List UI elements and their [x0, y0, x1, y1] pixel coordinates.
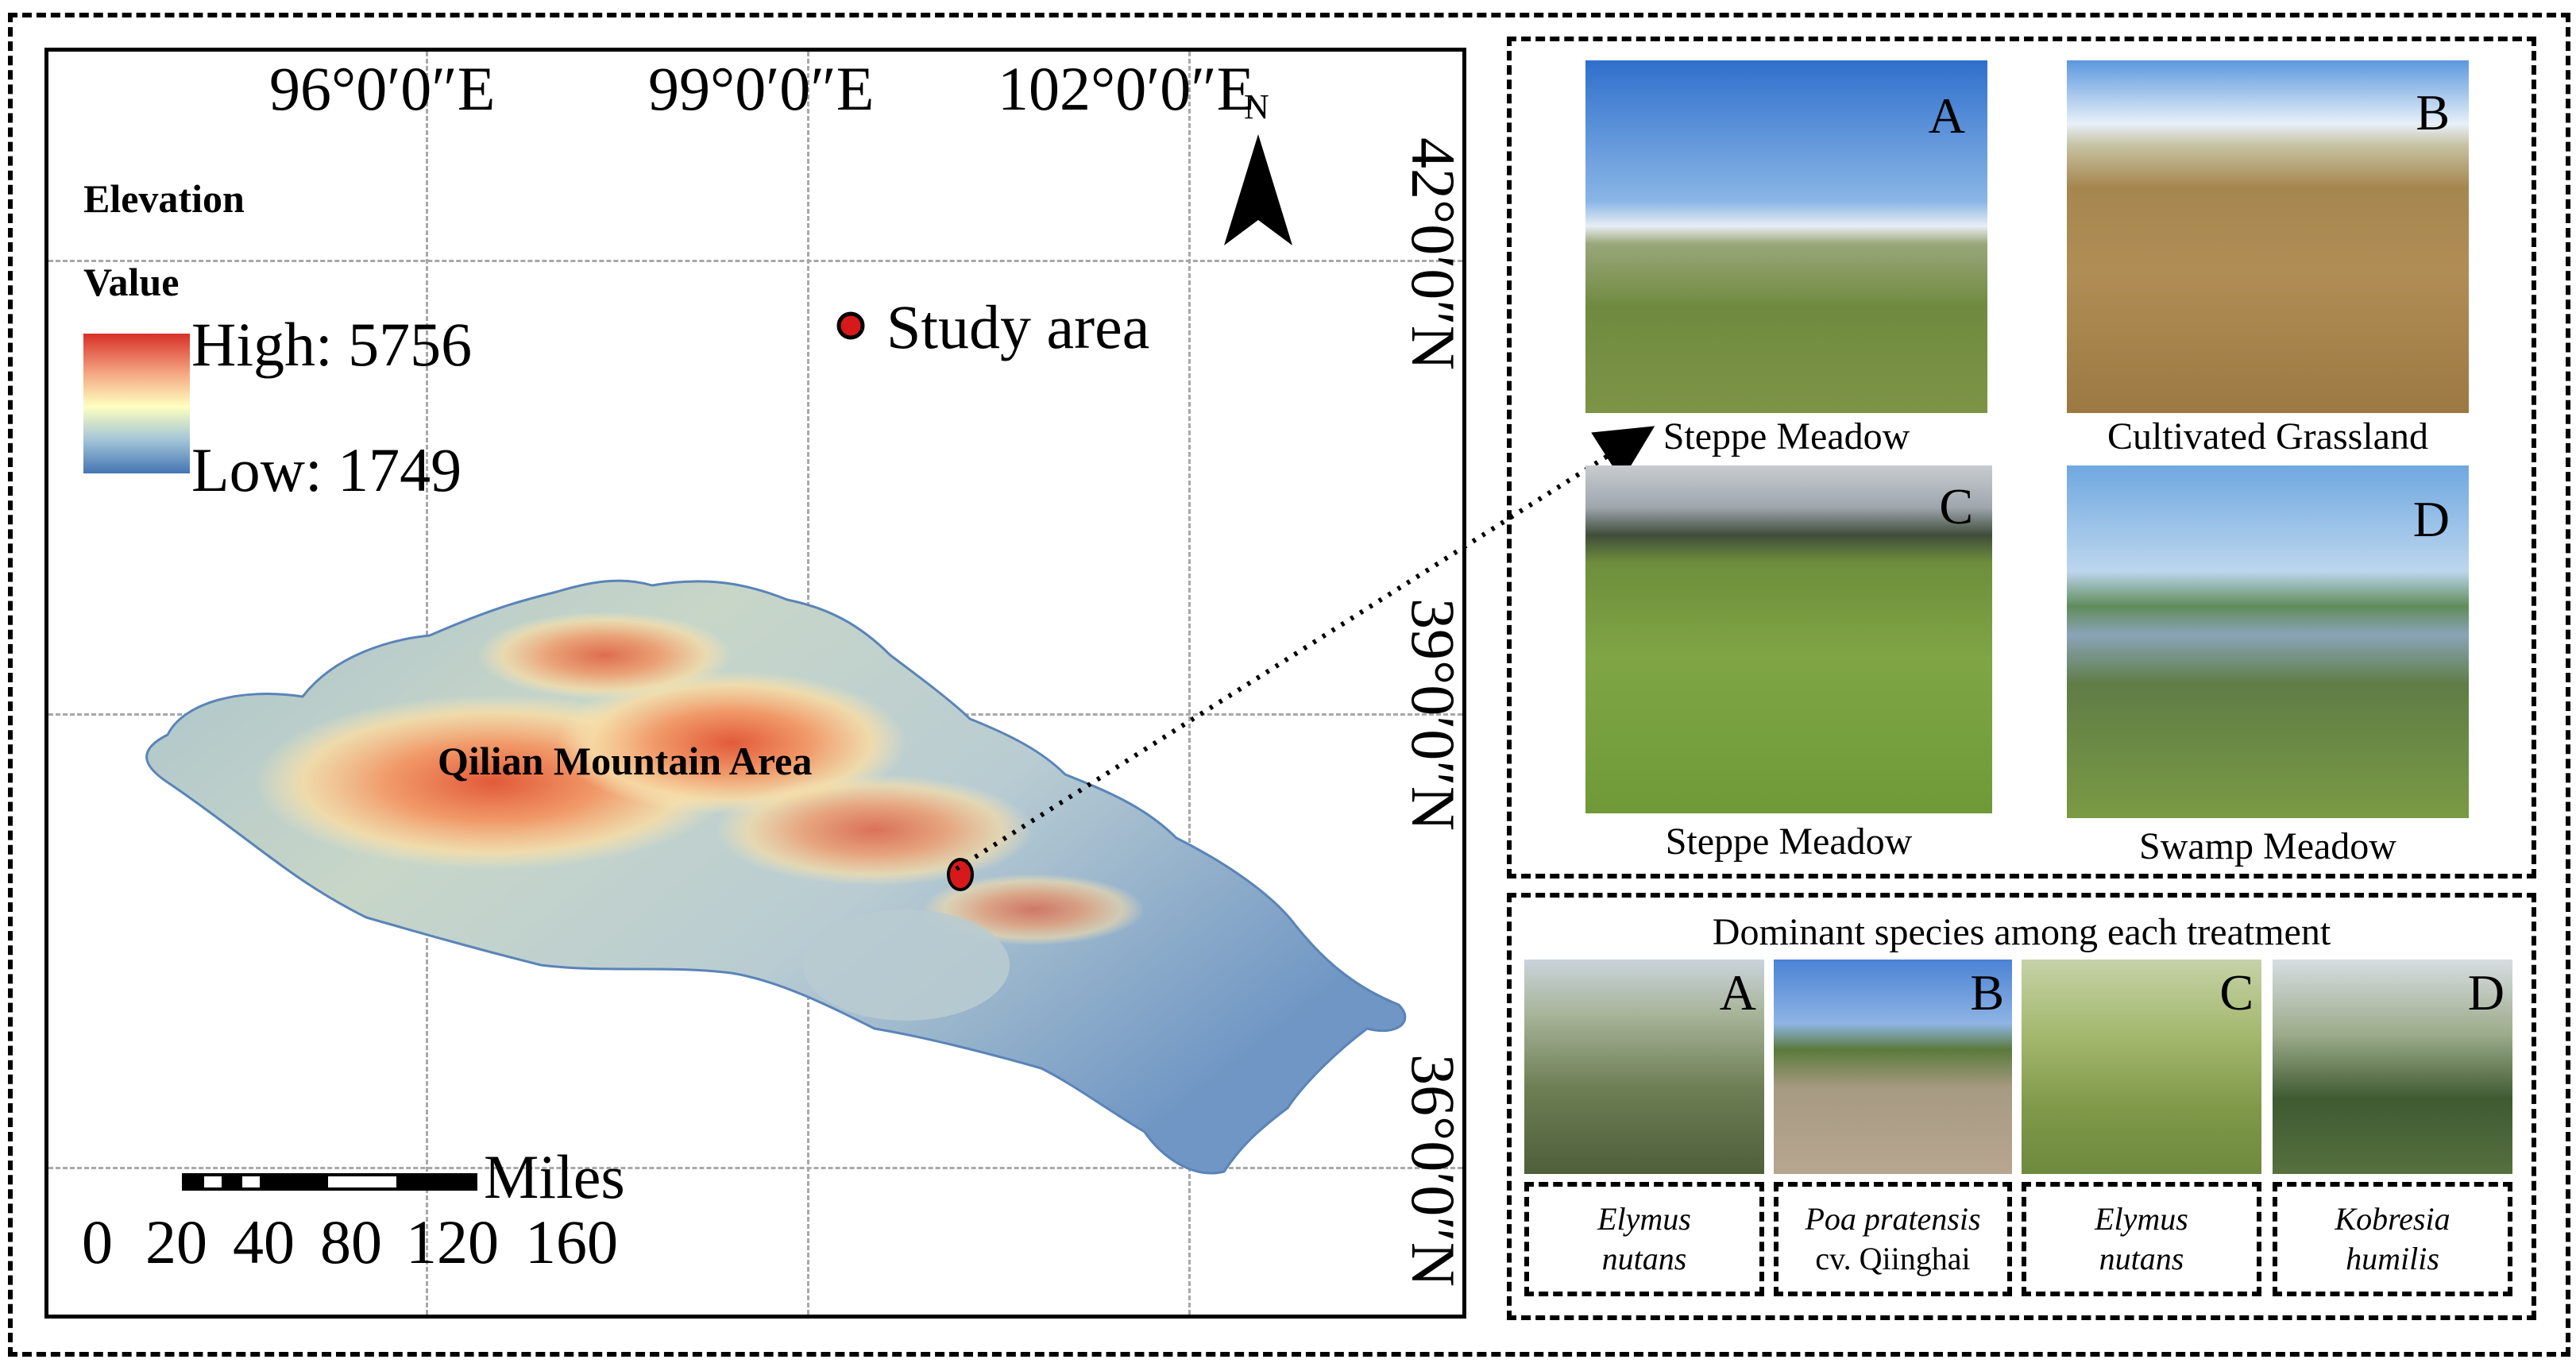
- qilian-mountain-region: [145, 579, 1407, 1175]
- photo-caption: Cultivated Grassland: [2107, 415, 2428, 458]
- species-label-d: Kobresia humilis: [2273, 1182, 2512, 1296]
- species-photo-d: D: [2273, 960, 2512, 1174]
- species-photo-c: C: [2022, 960, 2261, 1174]
- longitude-label: 99°0′0″E: [648, 54, 875, 123]
- scale-tick: 160: [525, 1207, 618, 1276]
- scale-tick: 120: [406, 1207, 499, 1276]
- elevation-color-ramp: [83, 334, 190, 473]
- photo-letter: C: [1939, 478, 1973, 535]
- study-area-legend-icon: [836, 311, 865, 340]
- species-title: Dominant species among each treatment: [1712, 911, 2331, 953]
- figure-frame: [8, 13, 2570, 1357]
- species-name-line: Poa pratensis: [1805, 1201, 1981, 1237]
- habitat-photo-panel: A Steppe Meadow B Cultivated Grassland C…: [1507, 37, 2536, 879]
- photo-caption: Steppe Meadow: [1665, 821, 1913, 863]
- species-name-line: Elymus: [2095, 1201, 2188, 1237]
- region-label: Qilian Mountain Area: [438, 739, 813, 783]
- photo-caption: Swamp Meadow: [2139, 825, 2396, 867]
- scale-bar-icon: [182, 1173, 477, 1191]
- longitude-label: 96°0′0″E: [269, 54, 496, 123]
- photo-steppe-meadow-c: C: [1585, 465, 1992, 813]
- study-site-marker-icon: [947, 858, 974, 891]
- species-name-line: humilis: [2346, 1241, 2439, 1276]
- photo-letter: A: [1928, 87, 1965, 144]
- species-name-line: nutans: [1601, 1241, 1687, 1276]
- north-label: N: [1244, 87, 1269, 126]
- scale-tick: 20: [145, 1207, 207, 1276]
- graticule-36n: [48, 1167, 1462, 1169]
- legend-high: High: 5756: [191, 310, 473, 379]
- species-cultivar-line: cv. Qiinghai: [1815, 1241, 1971, 1276]
- photo-swamp-meadow-d: D: [2067, 465, 2469, 818]
- legend-low: Low: 1749: [191, 435, 462, 504]
- species-label-b: Poa pratensis cv. Qiinghai: [1774, 1182, 2012, 1296]
- scale-unit: Miles: [484, 1142, 625, 1211]
- species-name-line: nutans: [2099, 1241, 2184, 1276]
- photo-letter: D: [2412, 491, 2450, 547]
- photo-steppe-meadow-a: A: [1585, 60, 1987, 413]
- map-panel: 96°0′0″E 99°0′0″E 102°0′0″E 42°0′0″N 39°…: [44, 48, 1468, 1319]
- species-name-line: Kobresia: [2335, 1201, 2450, 1237]
- legend-title: Elevation: [83, 176, 245, 221]
- photo-letter: B: [1970, 964, 2004, 1021]
- scale-tick: 0: [82, 1207, 113, 1276]
- species-name-line: Elymus: [1597, 1201, 1691, 1237]
- photo-letter: A: [1719, 964, 1756, 1021]
- north-arrow-icon: [1224, 134, 1292, 245]
- photo-letter: B: [2416, 84, 2450, 141]
- photo-letter: C: [2219, 964, 2254, 1021]
- longitude-label: 102°0′0″E: [998, 54, 1255, 123]
- species-label-a: Elymus nutans: [1524, 1182, 1764, 1296]
- species-photo-a: A: [1524, 960, 1764, 1174]
- study-area-legend-label: Study area: [886, 292, 1150, 361]
- photo-cultivated-grassland-b: B: [2067, 60, 2469, 413]
- legend-subtitle: Value: [83, 260, 180, 304]
- dominant-species-panel: Dominant species among each treatment A …: [1507, 893, 2536, 1320]
- scale-tick: 80: [320, 1207, 382, 1276]
- photo-caption: Steppe Meadow: [1663, 415, 1910, 458]
- graticule-42n: [48, 260, 1462, 262]
- scale-tick: 40: [233, 1207, 295, 1276]
- photo-letter: D: [2467, 964, 2505, 1021]
- species-label-c: Elymus nutans: [2022, 1182, 2261, 1296]
- species-photo-b: B: [1774, 960, 2012, 1174]
